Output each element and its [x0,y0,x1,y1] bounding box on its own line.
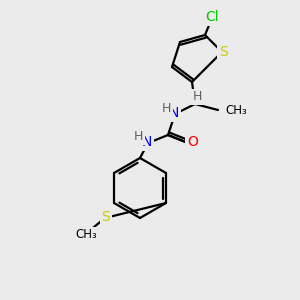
Text: S: S [102,210,110,224]
Text: CH₃: CH₃ [225,104,247,118]
Text: S: S [219,45,227,59]
Text: O: O [188,135,198,149]
Text: N: N [169,106,179,120]
Text: H: H [161,103,171,116]
Text: H: H [133,130,143,143]
Text: CH₃: CH₃ [75,229,97,242]
Text: H: H [192,91,202,103]
Text: Cl: Cl [205,10,219,24]
Text: N: N [142,135,152,149]
